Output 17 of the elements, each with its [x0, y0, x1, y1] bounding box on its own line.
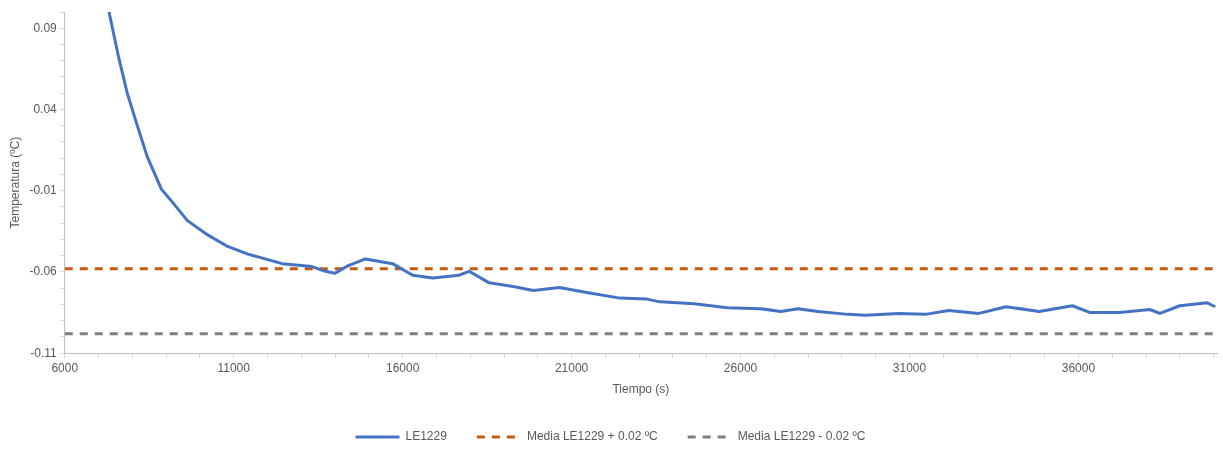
y-tick-label: 0.04 [33, 101, 58, 116]
legend-label: Media LE1229 + 0.02 ºC [526, 429, 659, 444]
y-tick-label: 0.09 [33, 20, 58, 35]
x-tick-label: 36000 [1061, 360, 1096, 375]
y-tick-label: -0.06 [29, 264, 58, 279]
y-tick-label: -0.01 [29, 183, 58, 198]
x-tick-label: 16000 [385, 360, 420, 375]
x-tick-label: 31000 [892, 360, 927, 375]
legend-label: LE1229 [405, 429, 448, 444]
legend-label: Media LE1229 - 0.02 ºC [737, 429, 866, 444]
x-tick-label: 26000 [723, 360, 758, 375]
x-axis-title: Tiempo (s) [612, 382, 670, 397]
x-tick-label: 6000 [51, 360, 79, 375]
y-tick-label: -0.11 [30, 345, 58, 360]
x-tick-label: 11000 [217, 360, 251, 375]
y-axis-title: Temperatura (ºC) [7, 136, 22, 229]
x-tick-label: 21000 [554, 360, 589, 375]
